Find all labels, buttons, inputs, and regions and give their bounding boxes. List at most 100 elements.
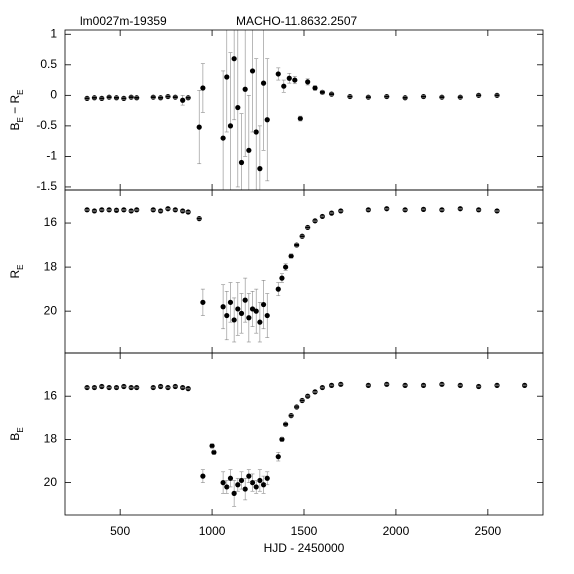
data-point: [312, 389, 318, 395]
data-point: [150, 384, 156, 391]
data-point: [238, 159, 245, 166]
data-point: [196, 124, 202, 130]
data-point: [150, 94, 156, 100]
y-tick-label: 20: [44, 303, 58, 317]
data-point: [420, 206, 427, 212]
data-point: [235, 104, 241, 111]
data-point: [275, 454, 281, 460]
data-point: [288, 413, 294, 419]
data-point: [264, 117, 270, 123]
data-point: [165, 384, 171, 391]
data-point: [439, 381, 445, 387]
data-point: [292, 77, 298, 83]
data-point: [294, 404, 300, 410]
data-point: [200, 473, 206, 479]
data-point: [134, 384, 140, 391]
data-point: [328, 210, 335, 216]
data-point: [165, 206, 171, 212]
y-tick-label: 18: [44, 432, 58, 446]
data-point: [275, 286, 281, 292]
data-point: [84, 384, 90, 391]
data-point: [312, 218, 318, 224]
data-point: [305, 224, 311, 231]
y-axis-label-sub: E: [16, 264, 25, 269]
data-point: [257, 166, 263, 172]
x-tick-label: 500: [110, 524, 130, 538]
x-tick-label: 2000: [383, 524, 410, 538]
data-point: [319, 89, 325, 95]
data-point: [235, 482, 241, 488]
plot-area: [84, 30, 500, 190]
data-point: [253, 129, 259, 135]
data-point: [319, 384, 325, 391]
data-point: [200, 85, 206, 91]
y-axis-label-part: B: [8, 433, 22, 441]
data-point: [275, 71, 281, 77]
data-point: [283, 264, 289, 270]
data-point: [299, 233, 305, 239]
chart-title: MACHO-11.8632.2507: [236, 14, 358, 28]
data-point: [257, 319, 263, 325]
y-axis-label-part: −: [8, 103, 22, 117]
data-point: [91, 384, 98, 391]
data-point: [200, 299, 206, 305]
data-point: [260, 301, 267, 308]
data-point: [242, 297, 248, 303]
data-point: [185, 386, 191, 392]
data-point: [235, 306, 241, 312]
data-point: [196, 216, 202, 222]
data-point: [99, 383, 105, 390]
data-point: [121, 383, 127, 390]
data-point: [494, 208, 500, 214]
data-point: [457, 94, 463, 100]
data-point: [185, 209, 191, 215]
data-point: [420, 382, 427, 388]
data-point: [224, 484, 230, 490]
data-point: [249, 68, 256, 74]
y-tick-label: 0: [50, 88, 57, 102]
y-tick-label: -0.5: [36, 118, 57, 132]
y-tick-label: 16: [44, 388, 58, 402]
data-point: [227, 123, 234, 129]
data-point: [242, 486, 248, 492]
data-point: [227, 475, 234, 481]
data-point: [294, 242, 300, 248]
y-axis-label-part: R: [8, 270, 22, 279]
data-point: [128, 208, 134, 214]
data-point: [224, 74, 230, 80]
data-point: [288, 253, 294, 259]
data-point: [297, 115, 303, 122]
data-point: [172, 383, 178, 390]
data-point: [338, 208, 344, 214]
data-point: [238, 477, 245, 484]
data-point: [347, 93, 353, 100]
data-point: [249, 480, 256, 486]
data-point: [106, 207, 112, 213]
data-point: [305, 393, 311, 399]
data-point: [260, 482, 267, 488]
data-point: [439, 94, 445, 100]
data-point: [158, 95, 164, 101]
data-point: [365, 382, 371, 388]
data-point: [99, 207, 105, 213]
data-point: [253, 308, 259, 314]
data-point: [106, 384, 112, 391]
data-point: [84, 95, 90, 101]
data-point: [165, 93, 171, 100]
data-point: [128, 94, 134, 100]
data-point: [211, 449, 217, 455]
data-point: [99, 95, 105, 101]
data-point: [328, 91, 335, 97]
data-point: [402, 95, 408, 101]
data-point: [231, 490, 237, 496]
data-point: [365, 94, 371, 100]
data-point: [305, 79, 311, 85]
data-point: [246, 147, 252, 153]
data-point: [439, 207, 445, 213]
data-point: [457, 382, 463, 388]
data-point: [257, 477, 263, 484]
data-point: [158, 383, 164, 390]
data-point: [260, 80, 267, 86]
